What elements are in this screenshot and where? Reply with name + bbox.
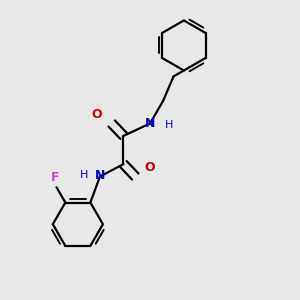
Text: O: O [145,161,155,174]
Text: O: O [92,108,102,121]
Text: H: H [80,170,88,180]
Text: N: N [145,117,155,130]
Text: N: N [95,169,105,182]
Text: H: H [165,120,173,130]
Text: F: F [51,171,59,184]
